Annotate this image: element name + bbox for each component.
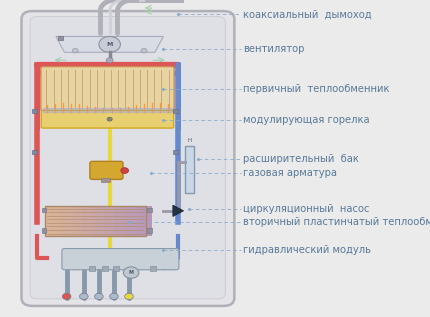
Bar bbox=[45, 206, 146, 236]
Bar bbox=[173, 150, 178, 154]
Bar bbox=[45, 206, 51, 236]
Bar bbox=[120, 206, 125, 236]
Bar bbox=[61, 206, 67, 236]
Bar bbox=[173, 109, 178, 113]
Circle shape bbox=[141, 49, 147, 53]
Text: H: H bbox=[187, 138, 192, 143]
Bar bbox=[114, 206, 120, 236]
Circle shape bbox=[99, 36, 120, 52]
Text: M: M bbox=[129, 270, 134, 275]
Bar bbox=[58, 36, 63, 40]
Circle shape bbox=[125, 293, 133, 300]
Bar bbox=[102, 266, 108, 271]
Circle shape bbox=[72, 49, 78, 53]
Bar bbox=[66, 206, 72, 236]
Circle shape bbox=[62, 293, 71, 300]
Bar bbox=[42, 208, 46, 212]
FancyBboxPatch shape bbox=[30, 16, 225, 299]
Bar bbox=[146, 206, 152, 236]
Bar bbox=[130, 206, 136, 236]
Bar bbox=[150, 266, 156, 271]
Bar bbox=[93, 206, 98, 236]
Polygon shape bbox=[173, 205, 184, 217]
Bar bbox=[185, 146, 194, 193]
Bar bbox=[135, 206, 141, 236]
Bar bbox=[42, 228, 46, 233]
Bar bbox=[32, 109, 37, 113]
Circle shape bbox=[121, 168, 129, 173]
Bar bbox=[89, 266, 95, 271]
Text: расширительный  бак: расширительный бак bbox=[243, 153, 359, 164]
Text: вентилятор: вентилятор bbox=[243, 44, 304, 54]
Bar bbox=[101, 178, 110, 182]
Bar bbox=[109, 206, 114, 236]
Bar bbox=[32, 150, 37, 154]
Text: гидравлический модуль: гидравлический модуль bbox=[243, 245, 371, 256]
FancyBboxPatch shape bbox=[22, 11, 234, 306]
Circle shape bbox=[110, 293, 118, 300]
Circle shape bbox=[107, 117, 112, 121]
Bar bbox=[50, 206, 56, 236]
Bar bbox=[147, 228, 152, 233]
FancyBboxPatch shape bbox=[90, 161, 123, 179]
Bar bbox=[147, 208, 152, 212]
Text: коаксиальный  дымоход: коаксиальный дымоход bbox=[243, 9, 372, 19]
Bar bbox=[125, 206, 130, 236]
Text: M: M bbox=[107, 42, 113, 47]
Bar bbox=[88, 206, 93, 236]
FancyBboxPatch shape bbox=[62, 249, 179, 270]
FancyBboxPatch shape bbox=[41, 110, 174, 128]
Circle shape bbox=[80, 293, 88, 300]
FancyBboxPatch shape bbox=[41, 67, 174, 111]
Bar bbox=[56, 206, 61, 236]
Bar bbox=[72, 206, 77, 236]
Bar bbox=[83, 206, 88, 236]
Circle shape bbox=[123, 267, 139, 278]
Bar bbox=[98, 206, 104, 236]
Text: модулирующая горелка: модулирующая горелка bbox=[243, 115, 369, 126]
Bar bbox=[104, 206, 109, 236]
Circle shape bbox=[106, 58, 113, 63]
Bar bbox=[77, 206, 83, 236]
Circle shape bbox=[95, 293, 103, 300]
Text: первичный  теплообменник: первичный теплообменник bbox=[243, 84, 390, 94]
Bar bbox=[113, 266, 119, 271]
Polygon shape bbox=[56, 36, 163, 52]
Bar bbox=[141, 206, 146, 236]
Text: циркуляционный  насос: циркуляционный насос bbox=[243, 204, 369, 214]
Text: вторичный пластинчатый теплообменник: вторичный пластинчатый теплообменник bbox=[243, 217, 430, 227]
Text: газовая арматура: газовая арматура bbox=[243, 168, 337, 178]
